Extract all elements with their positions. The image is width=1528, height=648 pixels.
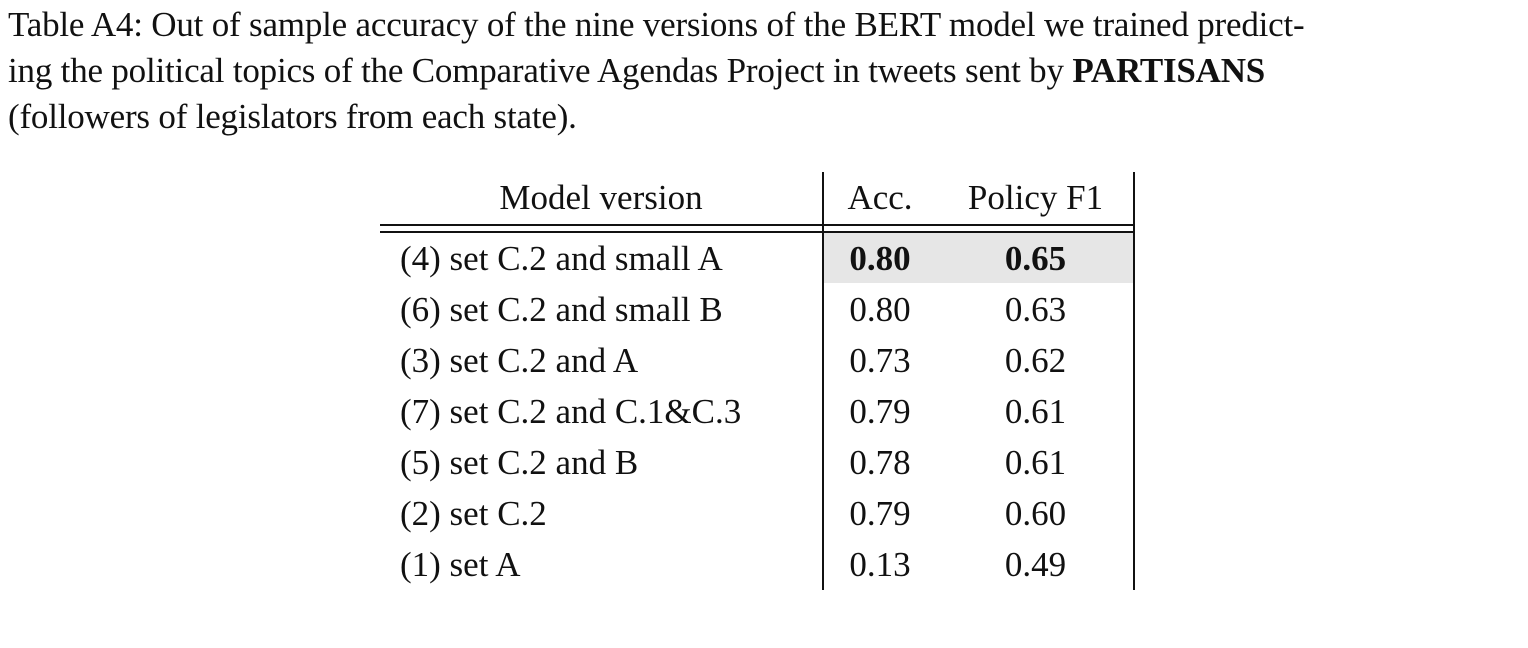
cell-model-version: (4) set C.2 and small A	[400, 239, 723, 278]
header-rule-bottom	[380, 231, 1135, 233]
table-row: (3) set C.2 and A 0.73 0.62	[380, 335, 1135, 386]
table-row: (7) set C.2 and C.1&C.3 0.79 0.61	[380, 386, 1135, 437]
cell-policy-f1: 0.61	[1004, 443, 1067, 482]
cell-accuracy: 0.79	[849, 392, 911, 431]
cell-policy-f1: 0.62	[1004, 341, 1067, 380]
cell-accuracy: 0.79	[849, 494, 911, 533]
cell-model-version: (1) set A	[400, 545, 521, 584]
table-row: (1) set A 0.13 0.49	[380, 539, 1135, 590]
table-caption: Table A4: Out of sample accuracy of the …	[8, 2, 1508, 140]
cell-policy-f1: 0.61	[1004, 392, 1067, 431]
cell-accuracy: 0.80	[849, 239, 911, 278]
header-model-version: Model version	[499, 178, 703, 217]
cell-accuracy: 0.13	[849, 545, 911, 584]
results-table: Model version Acc. Policy F1 (4) set C.2…	[380, 172, 1135, 592]
best-row-highlight	[823, 233, 1133, 283]
table-row: (5) set C.2 and B 0.78 0.61	[380, 437, 1135, 488]
cell-model-version: (6) set C.2 and small B	[400, 290, 723, 329]
table-right-border	[1133, 172, 1135, 590]
header-policy-f1: Policy F1	[967, 178, 1104, 217]
cell-policy-f1: 0.63	[1004, 290, 1067, 329]
cell-policy-f1: 0.60	[1004, 494, 1067, 533]
cell-accuracy: 0.80	[849, 290, 911, 329]
table-row: (6) set C.2 and small B 0.80 0.63	[380, 284, 1135, 335]
caption-line-3: (followers of legislators from each stat…	[8, 97, 577, 136]
cell-policy-f1: 0.65	[1004, 239, 1067, 278]
caption-line-2: ing the political topics of the Comparat…	[8, 48, 1508, 94]
cell-accuracy: 0.73	[849, 341, 911, 380]
table-body: (4) set C.2 and small A 0.80 0.65 (6) set C…	[380, 233, 1135, 590]
cell-model-version: (5) set C.2 and B	[400, 443, 639, 482]
column-divider	[822, 172, 824, 590]
cell-policy-f1: 0.49	[1004, 545, 1067, 584]
cell-model-version: (2) set C.2	[400, 494, 547, 533]
caption-line-1: Table A4: Out of sample accuracy of the …	[8, 5, 1305, 44]
header-rule-top	[380, 224, 1135, 226]
table-row: (2) set C.2 0.79 0.60	[380, 488, 1135, 539]
header-accuracy: Acc.	[847, 178, 913, 217]
caption-line-2-text: ing the political topics of the Comparat…	[8, 51, 1073, 90]
table-row: (4) set C.2 and small A 0.80 0.65	[380, 233, 1135, 284]
cell-model-version: (7) set C.2 and C.1&C.3	[400, 392, 742, 431]
cell-accuracy: 0.78	[849, 443, 911, 482]
caption-bold-term: PARTISANS	[1072, 51, 1266, 90]
cell-model-version: (3) set C.2 and A	[400, 341, 639, 380]
